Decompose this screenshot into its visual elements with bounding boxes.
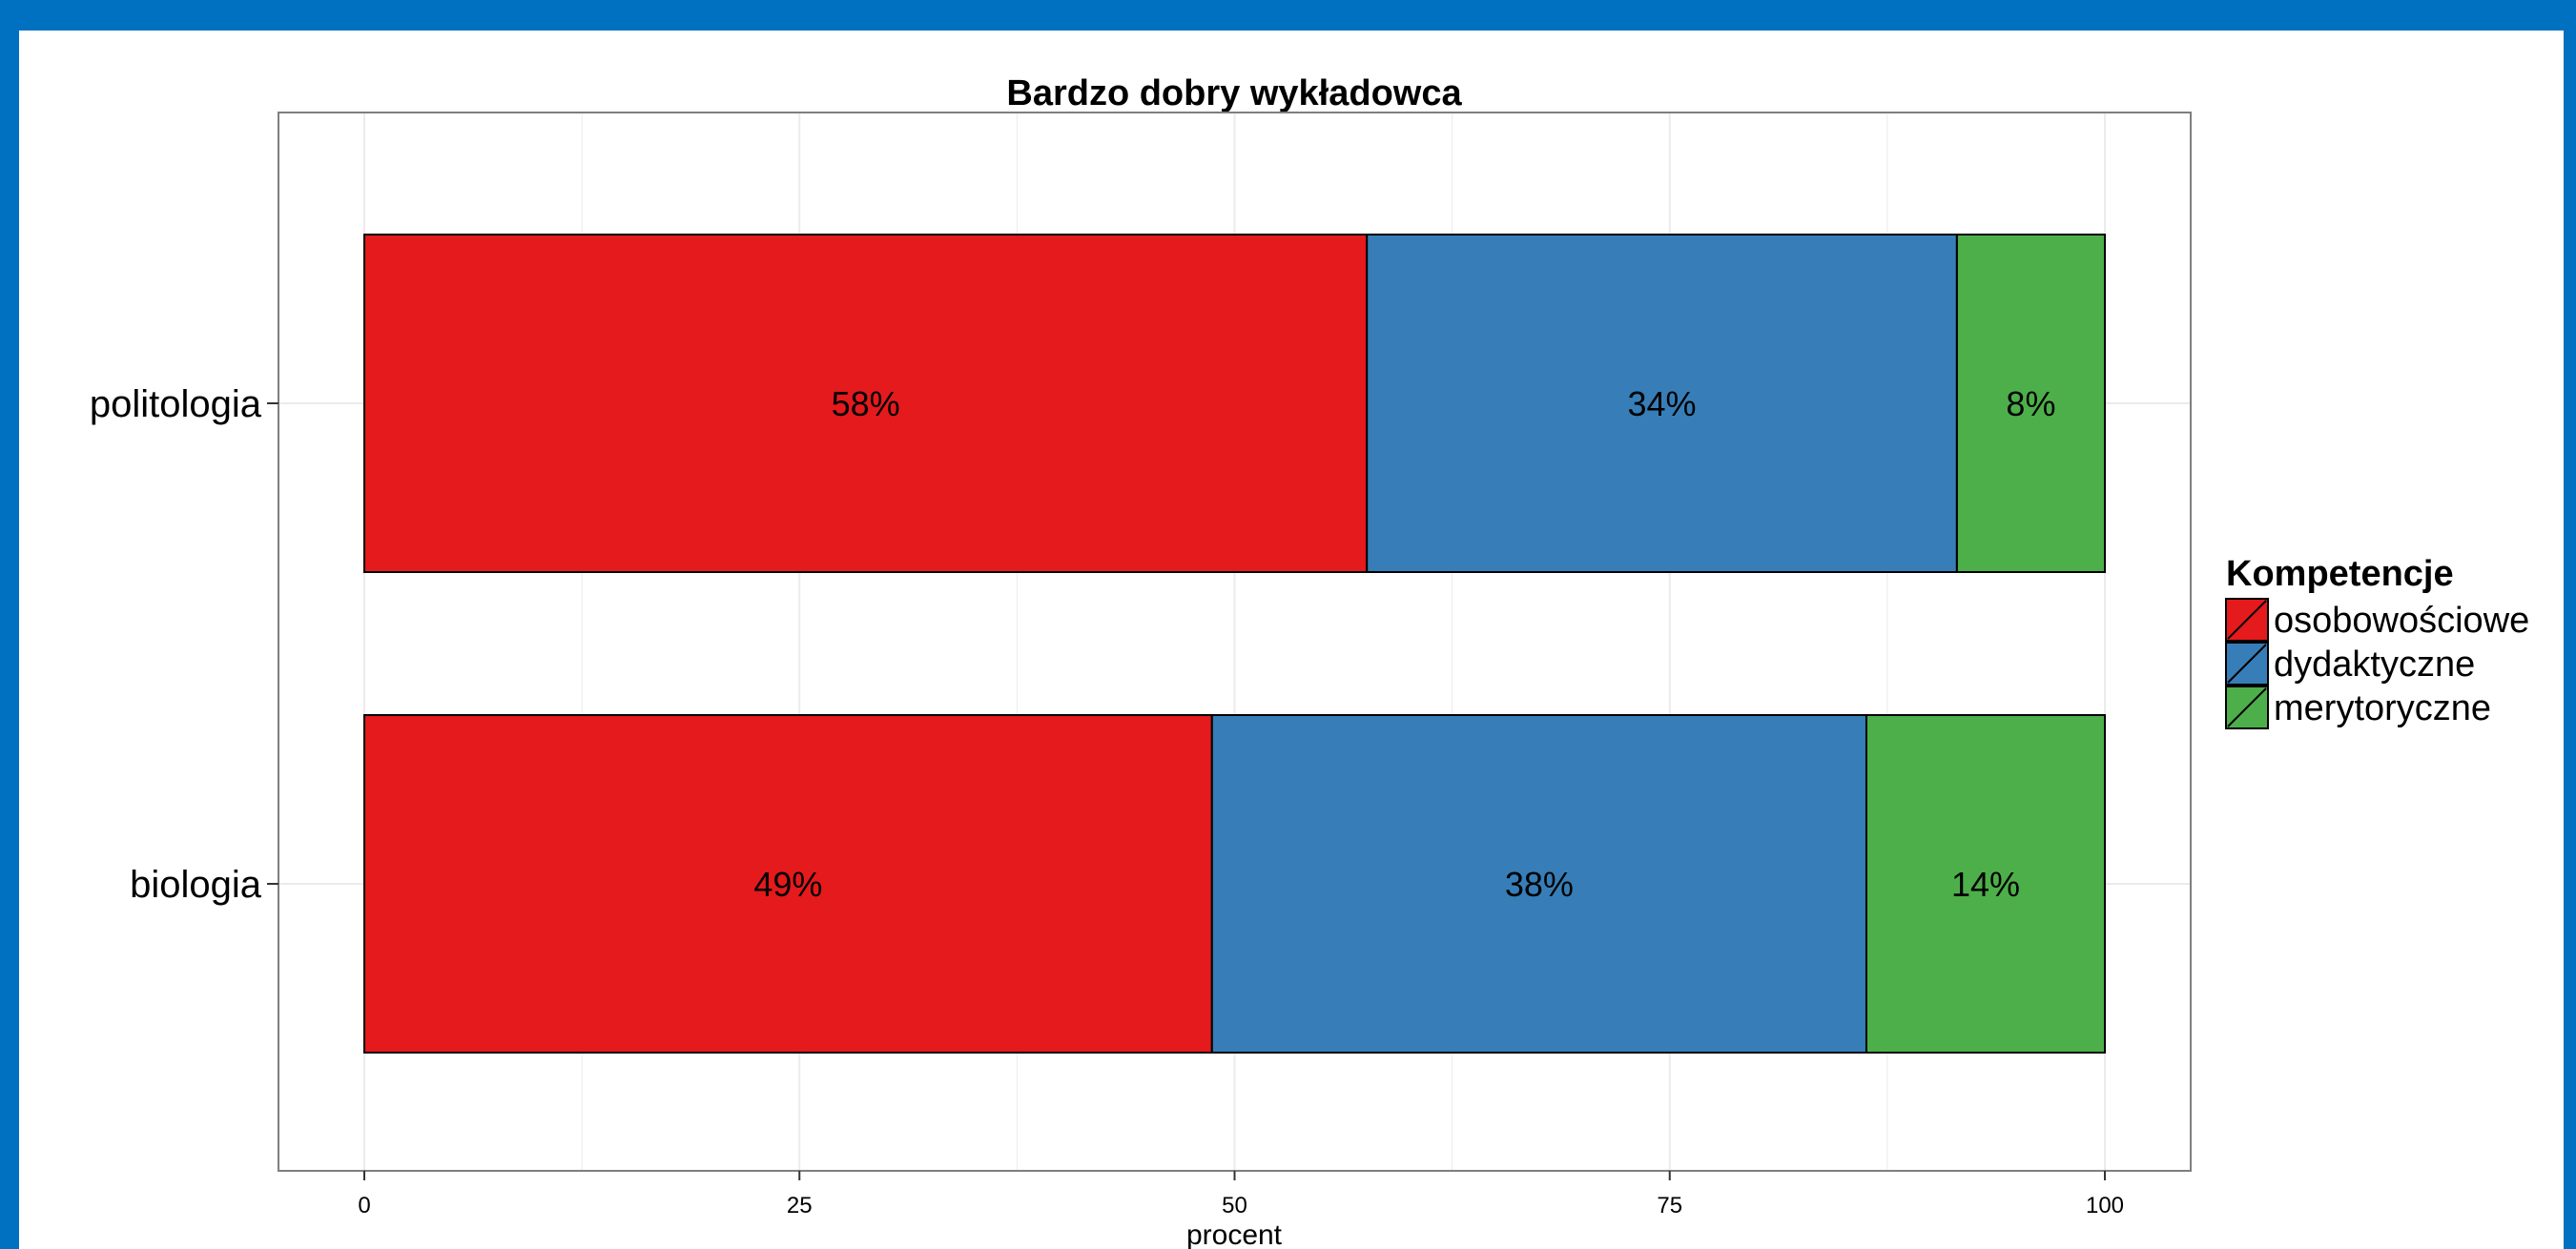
x-tick-label: 100 xyxy=(2086,1193,2124,1218)
bar-value-label: 38% xyxy=(1505,865,1574,904)
x-axis-title: procent xyxy=(1186,1219,1283,1249)
legend-item: osobowościowe xyxy=(2225,598,2529,642)
bar-value-label: 49% xyxy=(753,865,822,904)
legend-item-label: dydaktyczne xyxy=(2274,645,2475,685)
legend-item: merytoryczne xyxy=(2225,686,2491,729)
y-axis: politologia biologia xyxy=(90,383,278,906)
legend-item-label: osobowościowe xyxy=(2274,601,2529,641)
legend: Kompetencje osobowościowedydaktycznemery… xyxy=(2225,554,2529,729)
frame-left-border xyxy=(0,0,19,1249)
bar-segment xyxy=(1955,234,2106,573)
y-tick-label: politologia xyxy=(90,383,262,425)
frame-top-border xyxy=(0,0,2576,31)
bar-value-label: 34% xyxy=(1628,384,1697,423)
legend-key-slash xyxy=(2227,600,2267,640)
y-tick-label: biologia xyxy=(130,864,262,906)
x-axis: 0 25 50 75 100 xyxy=(358,1171,2124,1218)
legend-key-slash xyxy=(2227,687,2267,727)
bar-segment xyxy=(1865,714,2106,1054)
legend-item-label: merytoryczne xyxy=(2274,688,2491,728)
bar-value-label: 58% xyxy=(832,384,900,423)
bar-value-label: 8% xyxy=(2006,384,2055,423)
frame-right-border xyxy=(2564,0,2576,1249)
x-tick-label: 75 xyxy=(1657,1193,1682,1218)
legend-title: Kompetencje xyxy=(2226,554,2454,594)
bar-segment xyxy=(363,234,1369,573)
bar-value-label: 14% xyxy=(1951,865,2020,904)
x-tick-label: 25 xyxy=(787,1193,813,1218)
x-tick-label: 50 xyxy=(1222,1193,1247,1218)
bar-segment xyxy=(1210,714,1867,1054)
bar-segment xyxy=(363,714,1213,1054)
bar-value-labels: 58% 34% 8% 49% 38% 14% xyxy=(753,384,2055,904)
legend-key-slash xyxy=(2227,644,2267,684)
legend-item: dydaktyczne xyxy=(2225,642,2475,686)
x-tick-label: 0 xyxy=(358,1193,370,1218)
chart-title: Bardzo dobry wykładowca xyxy=(1006,73,1462,113)
bars xyxy=(363,234,2106,1054)
